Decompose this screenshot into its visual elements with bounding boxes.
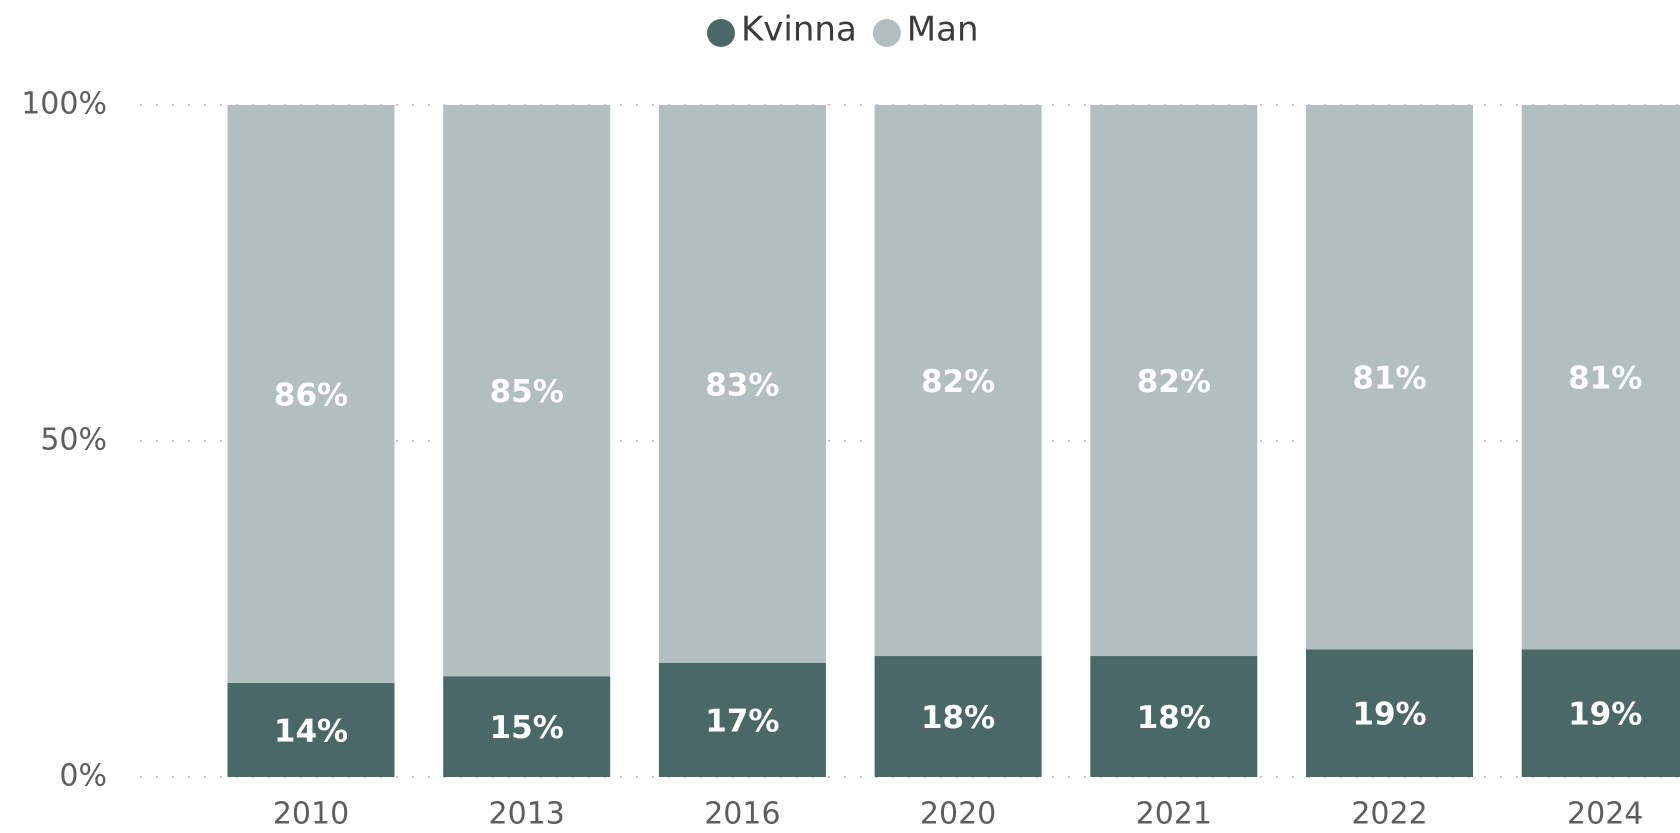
data-label: 86% (274, 377, 348, 413)
bar-segment (443, 105, 611, 677)
y-tick-label: 50% (40, 423, 107, 458)
data-label: 17% (705, 703, 779, 739)
data-label: 18% (1137, 700, 1211, 736)
x-tick-label: 2010 (273, 797, 349, 832)
x-tick-label: 2022 (1351, 797, 1427, 832)
y-tick-label: 0% (59, 759, 107, 794)
data-label: 82% (1137, 364, 1211, 400)
bar-segment (1521, 649, 1680, 777)
bar-segment (874, 656, 1042, 777)
x-tick-label: 2020 (920, 797, 996, 832)
bar-segment (227, 682, 395, 777)
data-label: 85% (490, 374, 564, 410)
data-label: 81% (1352, 361, 1426, 397)
bar-segment (1521, 105, 1680, 650)
data-label: 19% (1352, 697, 1426, 733)
bar-segment (874, 105, 1042, 657)
data-label: 14% (274, 713, 348, 749)
bar-segment (658, 105, 826, 663)
bar-segment (1306, 649, 1473, 777)
bar-segment (1090, 105, 1258, 657)
y-tick-label: 100% (21, 87, 107, 122)
x-tick-label: 2016 (704, 797, 780, 832)
data-label: 81% (1568, 361, 1642, 397)
data-label: 83% (705, 367, 779, 403)
data-label: 19% (1568, 697, 1642, 733)
legend-label: Man (907, 10, 979, 50)
x-tick-label: 2013 (489, 797, 565, 832)
bar-segment (443, 676, 611, 777)
bar-segment (1306, 105, 1473, 650)
legend-label: Kvinna (741, 10, 857, 50)
bar-segment (658, 662, 826, 777)
legend-swatch (872, 19, 901, 47)
x-tick-label: 2021 (1136, 797, 1212, 832)
data-label: 15% (490, 710, 564, 746)
data-label: 18% (921, 700, 995, 736)
data-label: 82% (921, 364, 995, 400)
x-tick-label: 2024 (1567, 797, 1643, 832)
bar-segment (227, 105, 395, 683)
bar-segment (1090, 656, 1258, 777)
legend-swatch (707, 19, 735, 47)
